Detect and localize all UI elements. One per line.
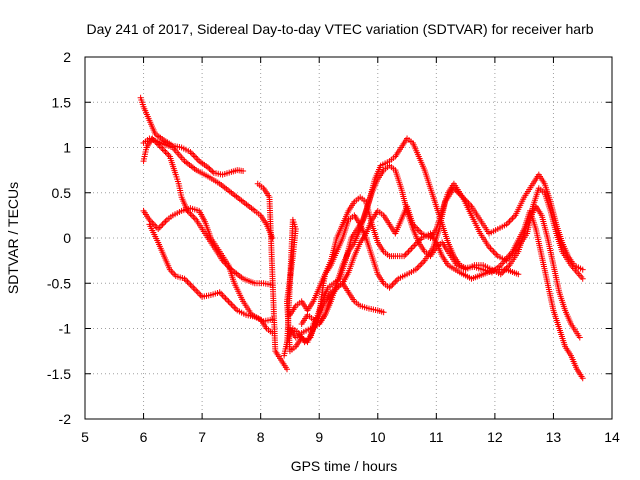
y-tick-label: 2	[63, 49, 71, 65]
x-tick-label: 7	[198, 429, 206, 445]
series-arc-5	[146, 221, 276, 325]
y-tick-label: -1	[59, 321, 72, 337]
x-axis-label: GPS time / hours	[291, 458, 398, 474]
x-tick-label: 5	[81, 429, 89, 445]
y-tick-label: 1.5	[52, 94, 72, 110]
x-tick-label: 11	[429, 429, 444, 445]
x-tick-label: 13	[546, 429, 562, 445]
series-arc-12	[254, 180, 291, 373]
data-point	[579, 266, 586, 273]
y-tick-label: 1	[63, 140, 71, 156]
x-tick-label: 9	[315, 429, 323, 445]
y-tick-label: -2	[59, 411, 72, 427]
data-point	[206, 165, 213, 172]
data-point	[284, 366, 291, 373]
y-tick-label: -0.5	[47, 275, 71, 291]
x-tick-label: 10	[370, 429, 386, 445]
data-point	[269, 235, 276, 241]
series-arc-11	[284, 194, 522, 355]
data-point	[579, 275, 586, 282]
data-markers	[137, 94, 586, 382]
data-point	[209, 168, 216, 175]
axis-ticks: 5 6 7 8 9 10 11 12 13 14 -2 -1.5 -1 -0.5 0 0.5 1 1.5 2	[47, 49, 620, 445]
y-tick-label: -1.5	[47, 366, 71, 382]
data-point	[207, 167, 214, 174]
data-point	[240, 168, 247, 175]
x-tick-label: 6	[140, 429, 148, 445]
data-point	[579, 375, 586, 382]
x-tick-label: 14	[604, 429, 620, 445]
x-tick-label: 8	[257, 429, 265, 445]
x-tick-label: 12	[487, 429, 503, 445]
data-point	[380, 309, 387, 316]
chart-title: Day 241 of 2017, Sidereal Day-to-day VTE…	[86, 21, 593, 37]
data-point	[515, 271, 522, 278]
data-point	[204, 164, 211, 171]
y-axis-label: SDTVAR / TECUs	[5, 182, 21, 294]
data-point	[576, 334, 583, 341]
y-tick-label: 0.5	[52, 185, 72, 201]
y-tick-label: 0	[63, 230, 71, 246]
series-arc-9	[286, 180, 586, 341]
